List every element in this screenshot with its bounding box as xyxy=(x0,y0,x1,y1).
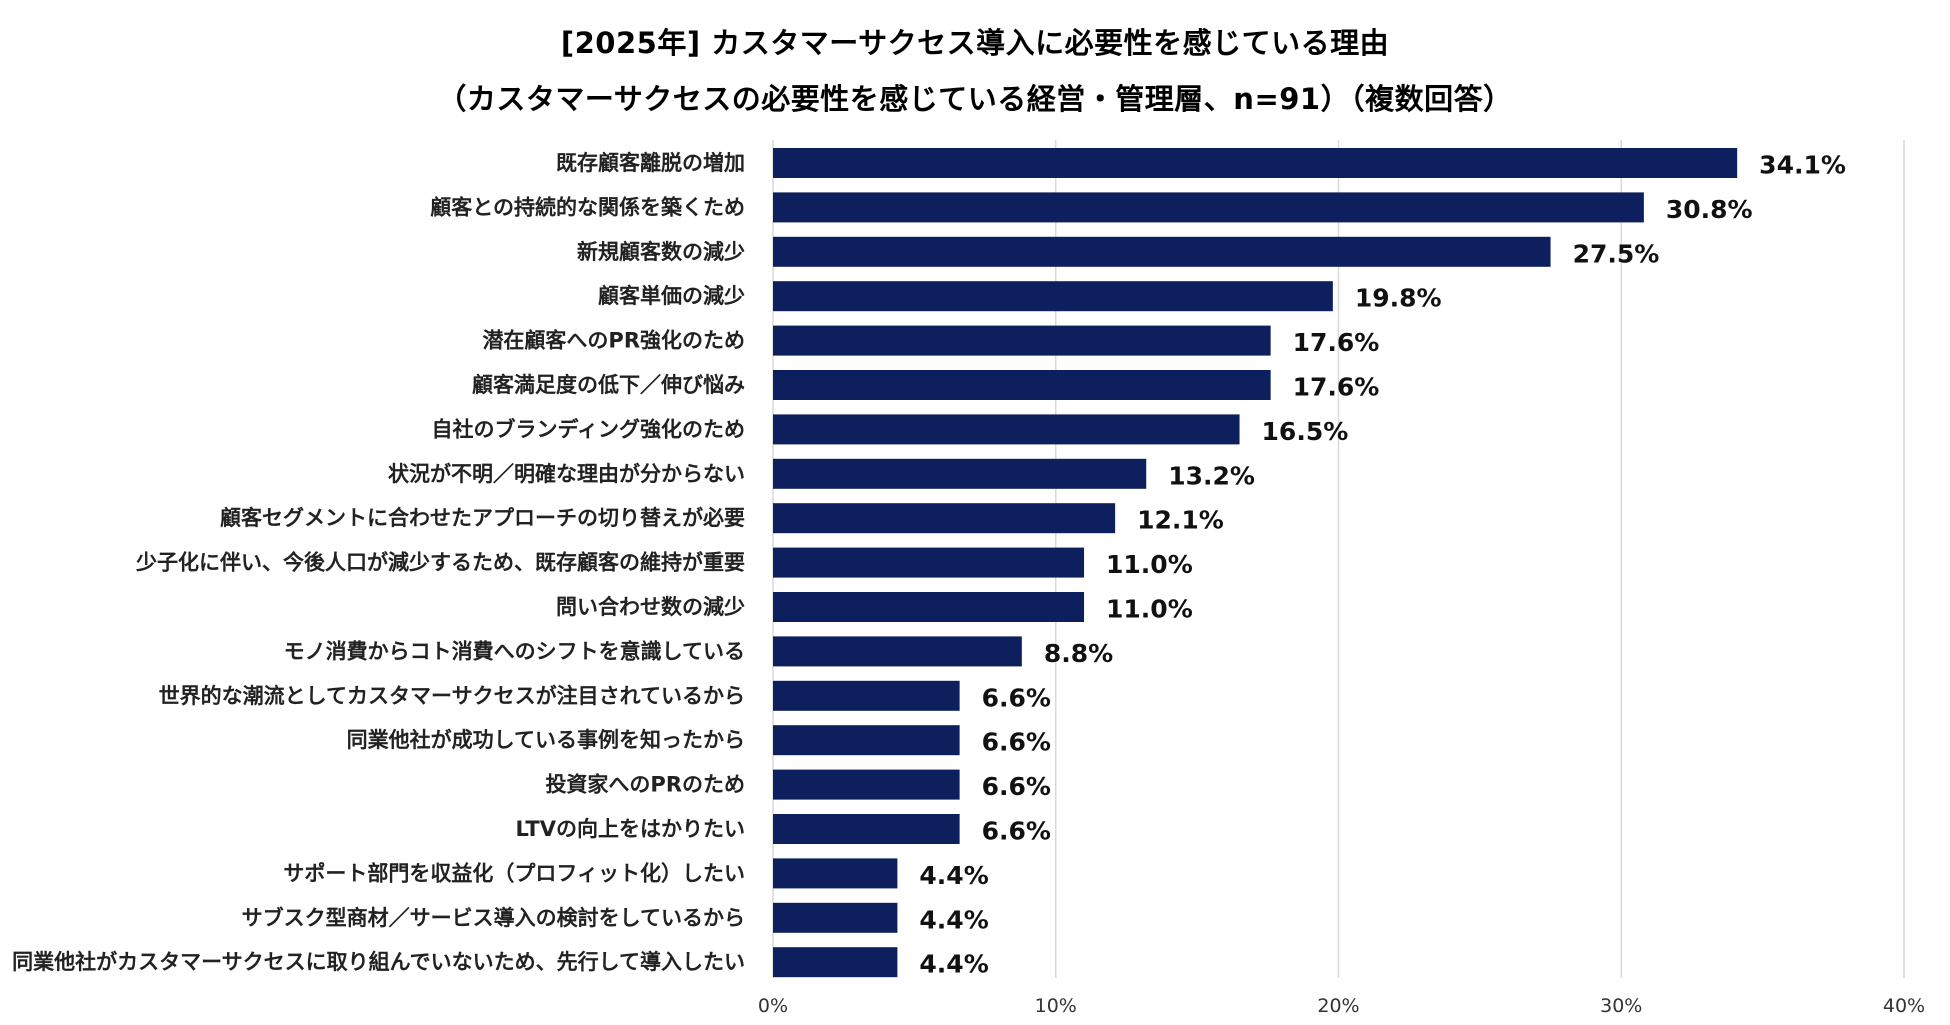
value-label: 11.0% xyxy=(1106,595,1193,624)
value-label: 6.6% xyxy=(982,683,1051,712)
x-tick-label: 30% xyxy=(1600,995,1642,1017)
category-label: 同業他社がカスタマーサクセスに取り組んでいないため、先行して導入したい xyxy=(12,950,745,974)
category-label: 投資家へのPRのため xyxy=(545,773,745,797)
value-label: 4.4% xyxy=(919,905,988,934)
value-label: 6.6% xyxy=(982,728,1051,757)
bar xyxy=(773,236,1551,267)
category-label: LTVの向上をはかりたい xyxy=(516,817,745,841)
x-tick-labels: 0% 10% 20% 30% 40% xyxy=(758,995,1925,1017)
value-label: 11.0% xyxy=(1106,550,1193,579)
chart-title: [2025年] カスタマーサクセス導入に必要性を感じている理由 xyxy=(560,26,1390,60)
category-labels: 既存顧客離脱の増加顧客との持続的な関係を築くため新規顧客数の減少顧客単価の減少潜… xyxy=(12,151,745,974)
bar xyxy=(773,947,898,978)
category-label: 顧客セグメントに合わせたアプローチの切り替えが必要 xyxy=(220,506,745,530)
value-label: 17.6% xyxy=(1293,328,1380,357)
bar xyxy=(773,680,960,711)
bar xyxy=(773,547,1085,578)
bar xyxy=(773,503,1116,534)
category-label: 潜在顧客へのPR強化のため xyxy=(482,329,745,353)
bar xyxy=(773,370,1271,400)
bar xyxy=(773,592,1085,622)
category-label: 既存顧客離脱の増加 xyxy=(556,151,745,175)
bar xyxy=(773,458,1147,489)
value-label: 34.1% xyxy=(1759,151,1846,180)
value-label: 12.1% xyxy=(1137,506,1224,535)
category-label: モノ消費からコト消費へのシフトを意識している xyxy=(284,639,745,663)
value-label: 4.4% xyxy=(919,950,988,979)
value-label: 6.6% xyxy=(982,817,1051,846)
category-label: 新規顧客数の減少 xyxy=(577,240,745,264)
value-label: 30.8% xyxy=(1666,195,1753,224)
value-label: 17.6% xyxy=(1293,373,1380,402)
category-label: 同業他社が成功している事例を知ったから xyxy=(347,728,745,752)
value-label: 13.2% xyxy=(1168,461,1255,490)
category-label: 顧客単価の減少 xyxy=(598,284,745,308)
category-label: 問い合わせ数の減少 xyxy=(556,595,745,619)
x-tick-label: 40% xyxy=(1883,995,1925,1017)
bar xyxy=(773,192,1644,223)
value-label: 6.6% xyxy=(982,772,1051,801)
value-label: 4.4% xyxy=(919,861,988,890)
bar xyxy=(773,325,1271,356)
category-label: 世界的な潮流としてカスタマーサクセスが注目されているから xyxy=(159,684,745,708)
category-label: 顧客満足度の低下／伸び悩み xyxy=(472,373,745,397)
x-tick-label: 20% xyxy=(1317,995,1359,1017)
bar xyxy=(773,414,1240,445)
category-label: サブスク型商材／サービス導入の検討をしているから xyxy=(242,906,745,930)
bar xyxy=(773,769,960,800)
bar xyxy=(773,725,960,756)
category-label: 顧客との持続的な関係を築くため xyxy=(430,195,745,219)
bar xyxy=(773,148,1738,178)
value-label: 16.5% xyxy=(1262,417,1349,446)
bar xyxy=(773,281,1333,312)
x-tick-label: 10% xyxy=(1035,995,1077,1017)
value-label: 19.8% xyxy=(1355,284,1442,313)
bar xyxy=(773,858,898,889)
value-label: 8.8% xyxy=(1044,639,1113,668)
x-tick-label: 0% xyxy=(758,995,788,1017)
category-label: サポート部門を収益化（プロフィット化）したい xyxy=(283,861,745,885)
bar xyxy=(773,902,898,933)
category-label: 自社のブランディング強化のため xyxy=(431,417,745,441)
value-label: 27.5% xyxy=(1573,239,1660,268)
bar xyxy=(773,636,1022,667)
value-labels: 34.1%30.8%27.5% 19.8% 17.6% 17.6% 16.5%13.2%… xyxy=(919,151,1846,979)
bars xyxy=(773,148,1738,978)
category-label: 少子化に伴い、今後人口が減少するため、既存顧客の維持が重要 xyxy=(135,551,745,575)
bar xyxy=(773,814,960,844)
chart-subtitle: （カスタマーサクセスの必要性を感じている経営・管理層、n=91）（複数回答） xyxy=(437,82,1513,116)
category-label: 状況が不明／明確な理由が分からない xyxy=(388,462,745,486)
